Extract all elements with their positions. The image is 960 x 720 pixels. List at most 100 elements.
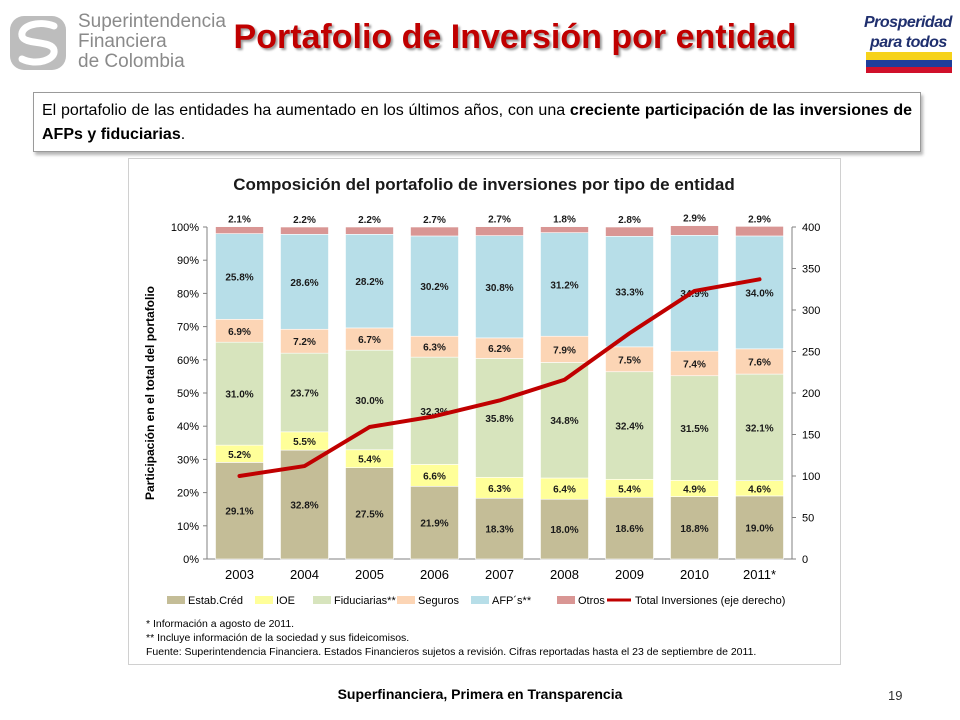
line-point xyxy=(758,277,761,281)
bar-segment xyxy=(670,225,719,236)
bar-segment xyxy=(735,348,784,375)
intro-text-bold: creciente participación de las inversion… xyxy=(42,102,912,143)
chart-note: Fuente: Superintendencia Financiera. Est… xyxy=(146,646,756,658)
bar-data-label: 5.4% xyxy=(618,484,641,495)
bar-segment xyxy=(215,341,264,446)
bar-data-label: 28.2% xyxy=(355,277,383,288)
legend-label: Otros xyxy=(578,595,605,607)
stacked-bar-chart: Composición del portafolio de inversione… xyxy=(143,175,820,658)
y-tick-label-left: 90% xyxy=(177,255,199,267)
y-tick-label-right: 250 xyxy=(802,347,820,359)
bar-data-label: 25.8% xyxy=(225,272,253,283)
legend-label: AFP´s** xyxy=(492,595,532,607)
bar-data-label: 6.9% xyxy=(228,327,251,338)
chart-title: Composición del portafolio de inversione… xyxy=(233,175,735,194)
superintendencia-logo: Superintendencia Financiera de Colombia xyxy=(8,12,226,74)
legend-swatch xyxy=(167,596,185,604)
x-tick-label: 2003 xyxy=(225,567,254,582)
bar-data-label: 5.5% xyxy=(293,437,316,448)
bar-data-label: 2.2% xyxy=(293,215,316,226)
bar-data-label: 30.0% xyxy=(355,396,383,407)
legend-swatch xyxy=(397,596,415,604)
y-tick-label-right: 0 xyxy=(802,554,808,566)
bar-segment xyxy=(735,226,784,237)
logo-text-line-1: Prosperidad xyxy=(864,14,952,31)
bar-segment xyxy=(410,235,459,337)
x-tick-label: 2006 xyxy=(420,567,449,582)
line-point xyxy=(433,414,436,418)
bar-data-label: 30.2% xyxy=(420,282,448,293)
y-tick-label-left: 40% xyxy=(177,421,199,433)
bar-data-label: 19.0% xyxy=(745,523,773,534)
bar-segment xyxy=(215,462,264,560)
bar-data-label: 21.9% xyxy=(420,519,448,530)
bar-data-label: 2.1% xyxy=(228,215,251,226)
y-tick-label-left: 30% xyxy=(177,454,199,466)
bar-segment xyxy=(475,497,524,560)
bar-data-label: 6.2% xyxy=(488,344,511,355)
legend-label: Estab.Créd xyxy=(188,595,243,607)
bar-data-label: 34.0% xyxy=(745,288,773,299)
legend-swatch xyxy=(471,596,489,604)
org-name-line-3: de Colombia xyxy=(78,51,185,72)
org-name: Superintendencia Financiera de Colombia xyxy=(78,12,226,72)
bar-segment xyxy=(215,233,264,320)
y-tick-label-left: 50% xyxy=(177,388,199,400)
prosperidad-logo: Prosperidad para todos xyxy=(862,8,956,74)
flag-stripe-red xyxy=(866,67,952,73)
bar-data-label: 18.8% xyxy=(680,524,708,535)
y-tick-label-right: 400 xyxy=(802,222,820,234)
bar-data-label: 6.4% xyxy=(553,485,576,496)
bar-data-label: 7.2% xyxy=(293,337,316,348)
y-tick-label-right: 50 xyxy=(802,513,814,525)
bar-segment xyxy=(280,226,329,235)
bar-data-label: 18.0% xyxy=(550,525,578,536)
y-tick-label-right: 350 xyxy=(802,264,820,276)
intro-text-part-2: . xyxy=(180,126,186,143)
bar-segment xyxy=(280,352,329,433)
bar-data-label: 6.7% xyxy=(358,335,381,346)
y-tick-label-right: 150 xyxy=(802,430,820,442)
bar-segment xyxy=(475,226,524,236)
bar-data-label: 28.6% xyxy=(290,278,318,289)
bar-data-label: 4.6% xyxy=(748,484,771,495)
bar-data-label: 35.8% xyxy=(485,414,513,425)
bar-data-label: 18.3% xyxy=(485,525,513,536)
bar-segment xyxy=(540,226,589,233)
bar-segment xyxy=(605,371,654,480)
bar-segment xyxy=(345,467,394,560)
y-tick-label-left: 10% xyxy=(177,521,199,533)
bar-data-label: 34.9% xyxy=(680,289,708,300)
chart-note: * Información a agosto de 2011. xyxy=(146,618,294,630)
page-number: 19 xyxy=(888,688,903,703)
logo-text-line-2: para todos xyxy=(870,34,947,51)
line-point xyxy=(238,474,241,478)
bar-data-label: 18.6% xyxy=(615,524,643,535)
line-point xyxy=(628,331,631,335)
bar-segment xyxy=(605,226,654,237)
y-tick-label-left: 20% xyxy=(177,488,199,500)
x-tick-label: 2005 xyxy=(355,567,384,582)
bar-data-label: 2.2% xyxy=(358,215,381,226)
bar-segment xyxy=(410,485,459,560)
chart-note: ** Incluye información de la sociedad y … xyxy=(146,632,409,644)
x-tick-label: 2008 xyxy=(550,567,579,582)
bar-segment xyxy=(345,349,394,451)
x-tick-label: 2004 xyxy=(290,567,319,582)
bar-data-label: 2.9% xyxy=(683,214,706,225)
bar-segment xyxy=(735,495,784,560)
bar-segment xyxy=(475,358,524,478)
bar-data-label: 6.6% xyxy=(423,471,446,482)
y-tick-label-right: 300 xyxy=(802,305,820,317)
bar-data-label: 2.9% xyxy=(748,214,771,225)
bar-data-label: 32.4% xyxy=(615,422,643,433)
intro-text-part-1: El portafolio de las entidades ha aument… xyxy=(42,102,570,119)
y-tick-label-left: 100% xyxy=(171,222,199,234)
legend-label: Seguros xyxy=(418,595,459,607)
line-point xyxy=(563,378,566,382)
bar-data-label: 27.5% xyxy=(355,509,383,520)
y-tick-label-left: 70% xyxy=(177,322,199,334)
bar-data-label: 1.8% xyxy=(553,215,576,226)
bar-segment xyxy=(215,226,264,234)
bar-data-label: 2.7% xyxy=(488,215,511,226)
